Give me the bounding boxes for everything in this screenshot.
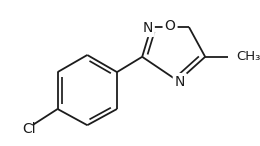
Text: N: N — [142, 21, 153, 35]
Text: Cl: Cl — [22, 122, 36, 136]
Text: O: O — [165, 19, 176, 33]
Text: N: N — [175, 75, 185, 89]
Text: CH₃: CH₃ — [237, 50, 260, 63]
